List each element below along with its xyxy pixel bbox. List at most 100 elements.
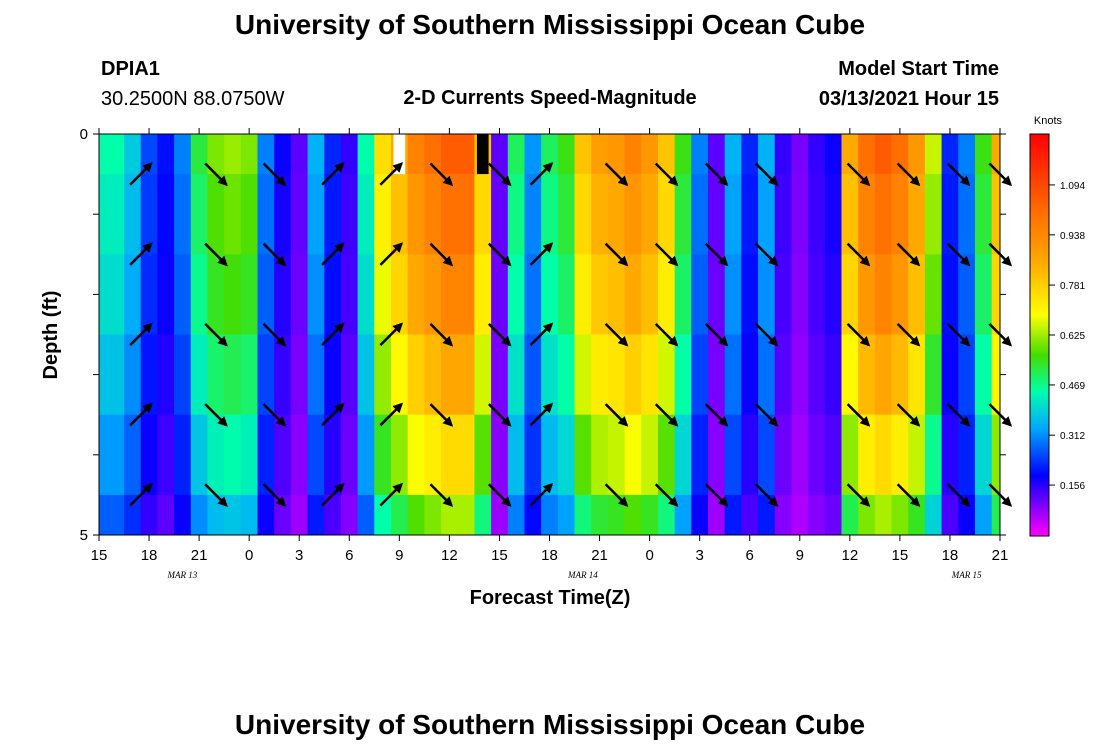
heatmap-cell [858, 494, 876, 536]
heatmap-cell [207, 174, 225, 255]
x-tick-label: 18 [541, 547, 558, 564]
heatmap-cell [858, 174, 876, 255]
heatmap-cell [607, 174, 626, 255]
heatmap-cell [808, 134, 826, 175]
heatmap-cell [374, 494, 392, 536]
heatmap-cell [240, 494, 259, 536]
heatmap-cell [824, 254, 842, 335]
x-tick-label: 0 [245, 547, 253, 564]
current-vector [204, 162, 228, 187]
y-axis-label: Depth (ft) [40, 291, 62, 380]
missing-data-cell [393, 134, 406, 175]
heatmap-cell [274, 134, 292, 175]
heatmap-cell [424, 134, 442, 175]
colorbar-tick-label: 1.094 [1060, 181, 1085, 192]
heatmap-cell [591, 414, 609, 496]
date-label: MAR 13 [167, 570, 198, 580]
heatmap-cell [958, 334, 976, 416]
current-vector [704, 483, 729, 507]
heatmap-cell [958, 134, 976, 175]
current-vector [487, 483, 512, 507]
date-label: MAR 14 [567, 570, 598, 580]
heatmap-cell [491, 174, 509, 255]
current-vector [754, 162, 779, 187]
current-vector [262, 323, 287, 347]
heatmap-cell [307, 254, 325, 335]
heatmap-cell [974, 174, 993, 255]
current-vector [379, 242, 404, 266]
heatmap-cell [958, 254, 976, 335]
heatmap-cell [974, 134, 993, 175]
heatmap-cell [324, 174, 342, 255]
current-vector [846, 483, 871, 507]
plot-title: 2-D Currents Speed-Magnitude [403, 87, 696, 109]
x-tick-label: 9 [796, 547, 804, 564]
heatmap-cell [324, 254, 342, 335]
x-tick-label: 21 [191, 547, 208, 564]
heatmap-cell [641, 134, 659, 175]
heatmap-cell [607, 414, 626, 496]
heatmap-cell [858, 254, 876, 335]
heatmap-cell [474, 174, 492, 255]
heatmap-cell [374, 174, 392, 255]
heatmap-cell [99, 414, 108, 496]
heatmap-cell [774, 254, 792, 335]
heatmap-cell [424, 254, 442, 335]
heatmap-cell [624, 414, 642, 496]
heatmap-cell [474, 334, 492, 416]
heatmap-cell [891, 134, 909, 175]
heatmap-cell [491, 334, 509, 416]
heatmap-cell [307, 134, 325, 175]
heatmap-cell [441, 174, 459, 255]
heatmap-cell [307, 414, 325, 496]
station-coords: 30.2500N 88.0750W [101, 88, 285, 110]
x-tick-label: 18 [141, 547, 158, 564]
heatmap-cell [99, 494, 108, 536]
heatmap-cell [908, 494, 926, 536]
current-vectors [129, 162, 1013, 507]
current-vector [896, 242, 921, 267]
current-vector [704, 403, 729, 427]
heatmap-cell [224, 174, 242, 255]
heatmap-cell [624, 254, 642, 335]
heatmap-cell [107, 334, 125, 416]
heatmap-cell [99, 134, 108, 175]
x-tick-label: 15 [91, 547, 108, 564]
current-vector [321, 162, 345, 186]
heatmap-cell [174, 134, 192, 175]
date-label: MAR 15 [951, 570, 982, 580]
heatmap-cell [941, 494, 959, 536]
heatmap-cell [774, 494, 792, 536]
heatmap-cell [974, 254, 993, 335]
heatmap-cell [924, 414, 943, 496]
current-vector [604, 483, 629, 507]
heatmap-cell [974, 494, 993, 536]
heatmap-cell [691, 334, 709, 416]
heatmap-cell [274, 494, 292, 536]
current-vector [204, 403, 228, 427]
heatmap-cell [624, 334, 642, 416]
heatmap-cell [507, 334, 525, 416]
current-vector [704, 162, 729, 187]
heatmap-cell [557, 334, 576, 416]
heatmap-cell [774, 414, 792, 496]
x-tick-label: 12 [841, 547, 858, 564]
heatmap-cell [941, 414, 959, 496]
heatmap-cell [741, 414, 759, 496]
heatmap-cell [124, 174, 142, 255]
heatmap-cell [691, 254, 709, 335]
heatmap-cell [541, 174, 559, 255]
heatmap-cell [407, 334, 425, 416]
missing-data-cells [393, 134, 489, 175]
heatmap-cell [374, 414, 392, 496]
heatmap-cell [290, 134, 309, 175]
heatmap-cell [524, 494, 542, 536]
heatmap-cell [257, 334, 275, 416]
heatmap-cell [124, 134, 142, 175]
heatmap-cell [874, 254, 893, 335]
heatmap-cell [824, 134, 842, 175]
heatmap-cell [774, 174, 792, 255]
current-vector [604, 242, 629, 267]
current-vector [321, 402, 345, 427]
model-start-label: Model Start Time [838, 58, 999, 80]
